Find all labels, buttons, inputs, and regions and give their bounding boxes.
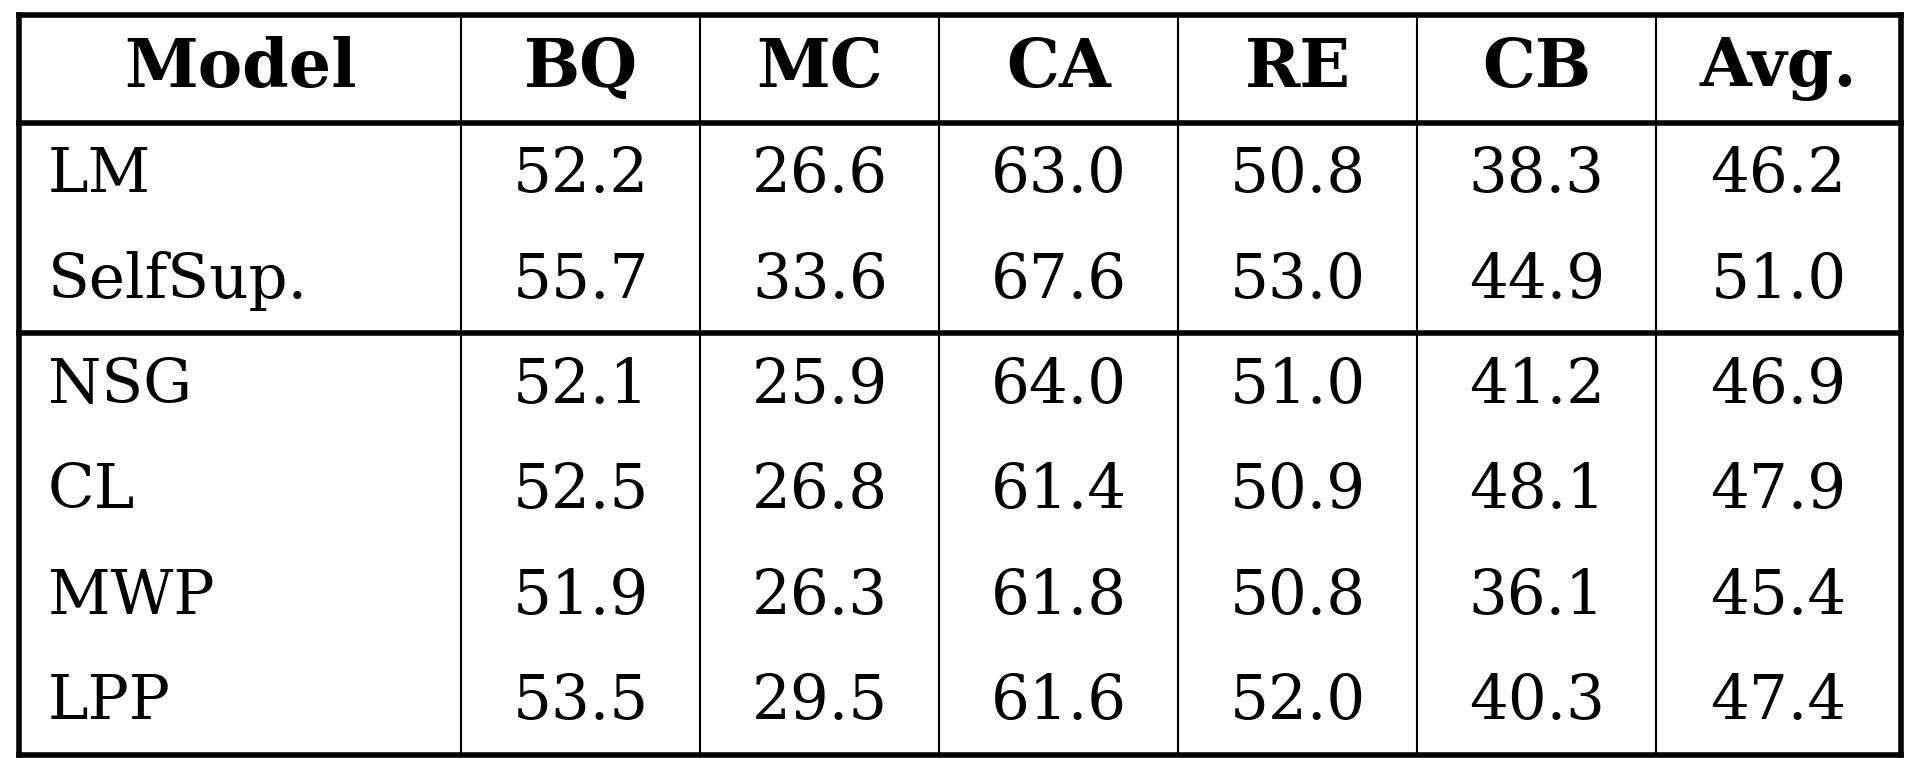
- Text: CL: CL: [48, 461, 136, 521]
- Text: Avg.: Avg.: [1699, 36, 1857, 102]
- Text: 47.4: 47.4: [1711, 672, 1847, 732]
- Text: 25.9: 25.9: [753, 356, 887, 416]
- Text: 50.9: 50.9: [1229, 461, 1365, 521]
- Text: 36.1: 36.1: [1469, 567, 1605, 627]
- Text: 33.6: 33.6: [753, 250, 887, 310]
- Text: 53.0: 53.0: [1229, 250, 1365, 310]
- Text: 51.0: 51.0: [1229, 356, 1365, 416]
- Text: 52.0: 52.0: [1229, 672, 1365, 732]
- Text: 64.0: 64.0: [991, 356, 1127, 416]
- Text: 45.4: 45.4: [1711, 567, 1847, 627]
- Text: 40.3: 40.3: [1469, 672, 1605, 732]
- Text: RE: RE: [1244, 36, 1352, 102]
- Text: 46.2: 46.2: [1711, 146, 1847, 206]
- Text: 52.1: 52.1: [513, 356, 649, 416]
- Text: 52.5: 52.5: [513, 461, 649, 521]
- Text: 47.9: 47.9: [1711, 461, 1847, 521]
- Text: NSG: NSG: [48, 356, 192, 416]
- Text: 51.0: 51.0: [1711, 250, 1847, 310]
- Text: 63.0: 63.0: [991, 146, 1127, 206]
- Text: BQ: BQ: [524, 36, 637, 102]
- Text: 61.4: 61.4: [991, 461, 1127, 521]
- Text: Model: Model: [125, 36, 357, 102]
- Text: 29.5: 29.5: [753, 672, 887, 732]
- Text: 52.2: 52.2: [513, 146, 649, 206]
- Text: 67.6: 67.6: [991, 250, 1127, 310]
- Text: MC: MC: [756, 36, 883, 102]
- Text: 50.8: 50.8: [1229, 146, 1365, 206]
- Text: 41.2: 41.2: [1469, 356, 1605, 416]
- Text: 61.6: 61.6: [991, 672, 1127, 732]
- Text: SelfSup.: SelfSup.: [48, 250, 307, 310]
- Text: 51.9: 51.9: [513, 567, 649, 627]
- Text: 44.9: 44.9: [1469, 250, 1605, 310]
- Text: CB: CB: [1482, 36, 1592, 102]
- Text: 50.8: 50.8: [1229, 567, 1365, 627]
- Text: 46.9: 46.9: [1711, 356, 1847, 416]
- Text: 53.5: 53.5: [513, 672, 649, 732]
- Text: LPP: LPP: [48, 672, 171, 732]
- Text: 26.3: 26.3: [753, 567, 887, 627]
- Text: 55.7: 55.7: [513, 250, 649, 310]
- Text: 48.1: 48.1: [1469, 461, 1605, 521]
- Text: MWP: MWP: [48, 567, 215, 627]
- Text: 26.6: 26.6: [753, 146, 887, 206]
- Text: LM: LM: [48, 146, 152, 206]
- Text: 26.8: 26.8: [753, 461, 887, 521]
- Text: 61.8: 61.8: [991, 567, 1127, 627]
- Text: CA: CA: [1006, 36, 1112, 102]
- Text: 38.3: 38.3: [1469, 146, 1605, 206]
